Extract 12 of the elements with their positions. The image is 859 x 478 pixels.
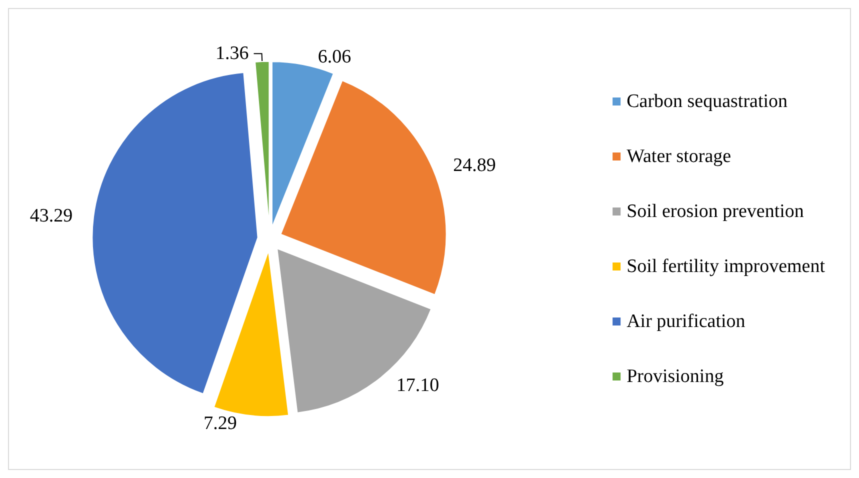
- legend-label: Provisioning: [626, 366, 724, 387]
- legend-label: Soil erosion prevention: [626, 201, 804, 222]
- legend-label: Carbon sequastration: [626, 91, 788, 112]
- data-label: 1.36: [216, 43, 249, 64]
- legend-label: Soil fertility improvement: [626, 256, 826, 277]
- data-label: 17.10: [396, 375, 440, 396]
- data-label: 6.06: [318, 46, 352, 68]
- data-label: 7.29: [204, 413, 237, 434]
- legend-label: Water storage: [626, 146, 732, 167]
- data-label: 24.89: [453, 154, 496, 176]
- legend-label: Air purification: [626, 311, 746, 332]
- data-label: 43.29: [30, 205, 73, 226]
